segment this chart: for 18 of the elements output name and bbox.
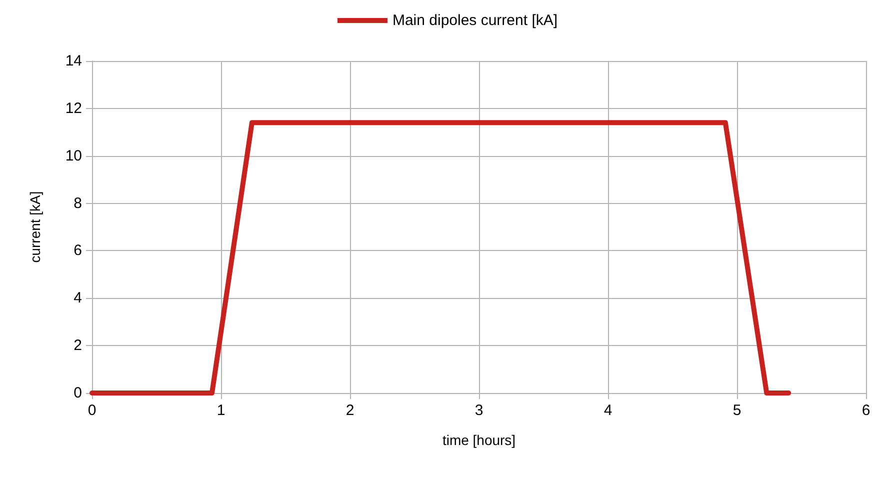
y-tick-label: 2 [74, 337, 82, 354]
x-tick-label: 2 [346, 402, 354, 419]
y-tick-label: 14 [65, 52, 82, 70]
x-tick-label: 3 [474, 402, 484, 419]
y-tick-label: 0 [74, 384, 82, 402]
x-tick-label: 5 [732, 402, 742, 419]
legend-label: Main dipoles current [kA] [392, 12, 558, 29]
y-tick-label: 10 [65, 147, 82, 164]
x-tick-label: 4 [604, 402, 612, 419]
y-tick-label: 4 [74, 290, 82, 307]
y-axis-title: current [kA] [27, 191, 43, 263]
x-tick-label: 1 [216, 402, 226, 419]
y-tick-label: 12 [65, 100, 82, 117]
x-tick-label: 0 [88, 402, 96, 419]
y-tick-label: 8 [74, 194, 82, 212]
y-tick-label: 6 [74, 242, 82, 260]
x-tick-label: 6 [862, 402, 870, 419]
x-axis-title: time [hours] [442, 432, 516, 448]
